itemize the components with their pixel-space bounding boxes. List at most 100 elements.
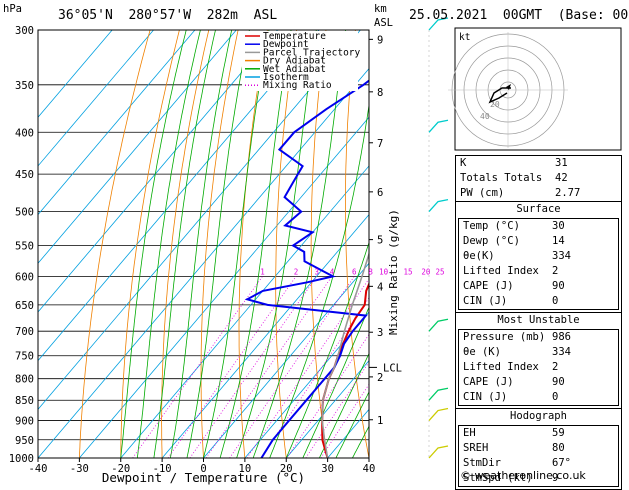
storm-motion-marker: [506, 84, 511, 90]
km-tick-label: 2: [377, 372, 383, 384]
wet-adiabat: [335, 391, 369, 458]
dry-adiabat: [344, 30, 369, 458]
legend-item: Dry Adiabat: [263, 56, 326, 67]
series-dewpoint: [244, 79, 369, 458]
wind-barb: [428, 17, 449, 31]
isotherm: [244, 311, 369, 458]
wet-adiabat: [219, 30, 292, 458]
index-row: Totals Totals 42: [460, 172, 568, 184]
temperature-tick-label: -30: [70, 463, 89, 475]
temperature-tick-label: -40: [29, 463, 48, 475]
mixing-ratio-label: 10: [379, 267, 389, 276]
pressure-tick-label: 450: [15, 169, 34, 181]
pressure-tick-label: 650: [15, 300, 34, 312]
dry-adiabat: [200, 30, 239, 458]
surface-section: Surface Temp (°C) 30 Dewp (°C) 14 θe(K) 334…: [455, 202, 622, 313]
isotherm: [38, 67, 369, 458]
isotherm: [38, 30, 237, 264]
dry-adiabat: [161, 30, 210, 458]
wind-barb: [428, 198, 449, 213]
km-tick-label: 7: [377, 138, 383, 150]
wind-barb: [428, 407, 449, 421]
temperature-tick-label: 0: [200, 463, 206, 475]
pressure-tick-label: 350: [15, 80, 34, 92]
isotherm: [161, 214, 369, 458]
pressure-tick-label: 750: [15, 351, 34, 363]
isotherm: [38, 30, 278, 313]
mixing-ratio-label: 25: [436, 267, 445, 276]
isotherm: [120, 165, 369, 458]
asl-label: ASL: [374, 17, 393, 29]
legend-item: Dewpoint: [263, 39, 309, 50]
mixing-ratio-label: 15: [403, 267, 412, 276]
legend-item: Wet Adiabat: [263, 64, 326, 75]
isotherm: [38, 30, 196, 216]
pressure-tick-label: 700: [15, 326, 34, 338]
temperature-tick-label: 20: [280, 463, 293, 475]
dry-adiabat: [120, 30, 180, 458]
hodograph-section: Hodograph EH 59 SREH 80 StmDir 67° StmSpd (…: [455, 409, 622, 490]
wet-adiabat: [120, 30, 187, 458]
lcl-label: LCL: [383, 362, 402, 374]
footer-credit[interactable]: © weatheronline.co.uk: [460, 469, 586, 482]
hpa-label: hPa: [3, 3, 22, 15]
km-tick-label: 8: [377, 87, 383, 99]
hodograph-trace: [488, 87, 511, 104]
wet-adiabat: [236, 30, 317, 458]
index-row: K 31: [460, 157, 568, 169]
x-axis-label: Dewpoint / Temperature (°C): [102, 470, 305, 485]
mixing-ratio-line: [205, 276, 333, 458]
mixing-ratio-line: [132, 276, 263, 458]
pressure-tick-label: 500: [15, 207, 34, 219]
most-unstable-title: Most Unstable: [497, 314, 580, 326]
wet-adiabat: [153, 30, 216, 458]
surface-title: Surface: [516, 203, 561, 215]
mixing-ratio-label: 20: [421, 267, 431, 276]
mixing-ratio-label: 8: [368, 267, 373, 276]
hodograph-frame: [454, 27, 622, 151]
mixing-ratio-line: [320, 383, 369, 458]
mixing-ratio-label: 4: [330, 267, 335, 276]
pressure-tick-label: 550: [15, 240, 34, 252]
mixing-ratio-label: 3: [314, 267, 319, 276]
legend-background: [242, 31, 358, 91]
hodograph-title: Hodograph: [510, 410, 567, 422]
legend-item: Isotherm: [263, 72, 309, 83]
km-tick-label: 9: [377, 34, 383, 46]
pressure-tick-label: 900: [15, 416, 34, 428]
dry-adiabat: [79, 30, 151, 458]
hodograph-ring-label: 40: [480, 112, 490, 121]
mixing-ratio-label: 1: [260, 267, 265, 276]
temperature-tick-label: 40: [363, 463, 376, 475]
mixing-ratio-line: [189, 276, 318, 458]
index-row: PW (cm) 2.77: [460, 187, 581, 199]
wet-adiabat: [269, 102, 369, 458]
wet-adiabat: [186, 30, 250, 458]
pressure-tick-label: 1000: [9, 453, 34, 465]
km-tick-label: 5: [377, 235, 383, 247]
km-label: km: [374, 3, 387, 15]
dry-adiabat: [238, 30, 268, 458]
km-tick-label: 1: [377, 415, 383, 427]
legend-item: Mixing Ratio: [263, 80, 332, 91]
hodograph-unit-label: kt: [459, 32, 470, 43]
legend-item: Parcel Trajectory: [263, 47, 361, 58]
mixing-ratio-line: [167, 276, 297, 458]
temperature-tick-label: -20: [111, 463, 130, 475]
pressure-tick-label: 400: [15, 127, 34, 139]
mixing-ratio-line: [229, 276, 355, 458]
isotherm: [38, 30, 113, 118]
pressure-tick-label: 800: [15, 374, 34, 386]
wet-adiabat: [319, 352, 369, 458]
wind-barb: [428, 445, 449, 459]
wind-barb: [428, 387, 449, 401]
most-unstable-section: Most Unstable Pressure (mb) 986 θe (K) 334…: [455, 313, 622, 409]
mixing-ratio-label: 6: [352, 267, 357, 276]
location-title: 36°05'N 280°57'W 282m ASL: [58, 8, 278, 23]
km-tick-label: 4: [377, 281, 383, 293]
pressure-tick-label: 950: [15, 435, 34, 447]
isotherm: [38, 30, 320, 362]
isotherm: [203, 262, 369, 458]
